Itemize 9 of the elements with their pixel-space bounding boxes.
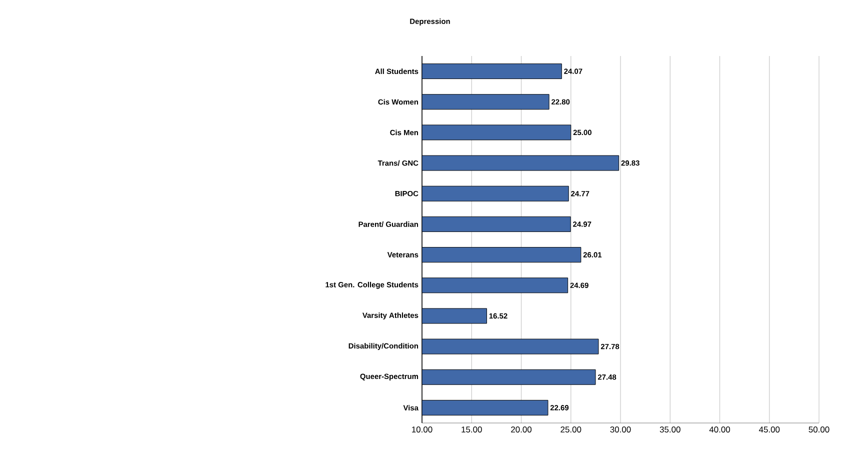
x-tick-label: 40.00 xyxy=(709,426,730,432)
x-tick-label: 20.00 xyxy=(511,426,532,432)
x-tick-label: 45.00 xyxy=(758,426,780,432)
x-tick-label: 25.00 xyxy=(560,426,582,432)
x-tick-label: 10.00 xyxy=(412,426,432,432)
x-tick-label: 50.00 xyxy=(808,426,830,432)
x-tick-label: 15.00 xyxy=(462,426,482,432)
x-tick-label: 30.00 xyxy=(610,426,631,432)
x-tick-label: 35.00 xyxy=(660,426,680,432)
